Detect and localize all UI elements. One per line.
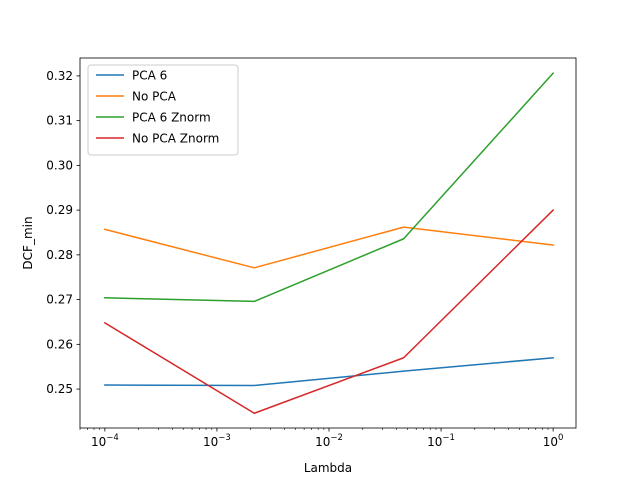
y-tick-label: 0.27 — [46, 293, 73, 307]
plot-frame — [79, 57, 577, 429]
legend-label: No PCA Znorm — [132, 132, 219, 146]
x-axis-label: Lambda — [304, 461, 352, 475]
legend: PCA 6 No PCA PCA 6 Znorm No PCA Znorm — [87, 64, 239, 156]
y-axis: 0.25 0.26 0.27 0.28 0.29 0.30 0.31 0.32 — [46, 69, 80, 396]
legend-label: PCA 6 — [132, 69, 167, 83]
x-tick-label: 10−4 — [91, 433, 119, 449]
y-tick-label: 0.25 — [46, 382, 73, 396]
legend-label: No PCA — [132, 90, 177, 104]
x-tick-label: 100 — [543, 433, 564, 449]
x-tick-label: 10−1 — [427, 433, 455, 449]
series-layer — [103, 72, 555, 414]
y-tick-label: 0.28 — [46, 248, 73, 262]
y-tick-label: 0.32 — [46, 69, 73, 83]
y-tick-label: 0.30 — [46, 158, 73, 172]
x-tick-label: 10−2 — [315, 433, 343, 449]
legend-box — [87, 64, 239, 156]
series-line-3 — [103, 209, 555, 414]
x-axis: 10−4 10−3 10−2 10−1 100 — [79, 428, 564, 449]
series-line-2 — [104, 72, 555, 303]
y-tick-label: 0.26 — [46, 337, 73, 351]
series-line-0 — [104, 356, 554, 387]
y-tick-label: 0.29 — [46, 203, 73, 217]
y-tick-label: 0.31 — [46, 114, 73, 128]
series-line-1 — [103, 226, 554, 269]
x-tick-label: 10−3 — [203, 433, 231, 449]
legend-label: PCA 6 Znorm — [132, 111, 211, 125]
y-axis-label: DCF_min — [21, 216, 35, 269]
